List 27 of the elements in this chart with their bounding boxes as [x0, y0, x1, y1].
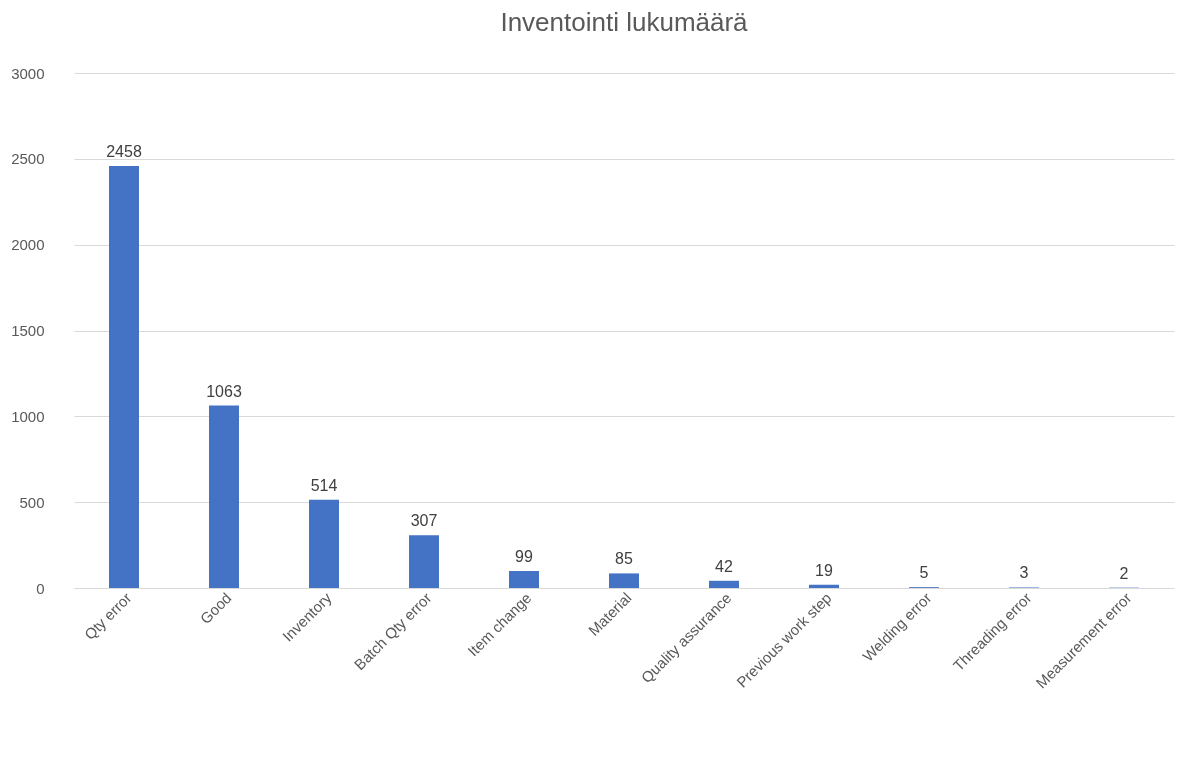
- bar: [509, 571, 539, 588]
- chart-title: Inventointi lukumäärä: [500, 7, 749, 37]
- bar: [209, 405, 239, 588]
- data-label: 2458: [106, 143, 142, 161]
- y-tick-label: 0: [36, 579, 45, 597]
- y-tick-label: 500: [19, 493, 45, 511]
- data-label: 19: [815, 561, 833, 579]
- data-label: 2: [1119, 564, 1129, 582]
- bar: [109, 166, 139, 588]
- y-tick-label: 1000: [11, 407, 45, 425]
- data-label: 99: [515, 548, 533, 566]
- data-label: 514: [310, 476, 338, 494]
- data-label: 42: [715, 557, 733, 575]
- y-tick-label: 3000: [11, 64, 45, 82]
- y-tick-label: 2500: [11, 150, 45, 168]
- bar: [609, 573, 639, 588]
- data-label: 85: [615, 550, 633, 568]
- data-label: 1063: [206, 382, 242, 400]
- bar: [409, 535, 439, 588]
- y-tick-label: 1500: [11, 322, 45, 339]
- bar: [809, 584, 839, 588]
- data-label: 5: [919, 564, 929, 582]
- bar: [309, 499, 339, 588]
- data-label: 307: [410, 512, 438, 530]
- bar: [709, 580, 739, 588]
- data-label: 3: [1019, 564, 1029, 582]
- y-tick-label: 2000: [11, 236, 45, 254]
